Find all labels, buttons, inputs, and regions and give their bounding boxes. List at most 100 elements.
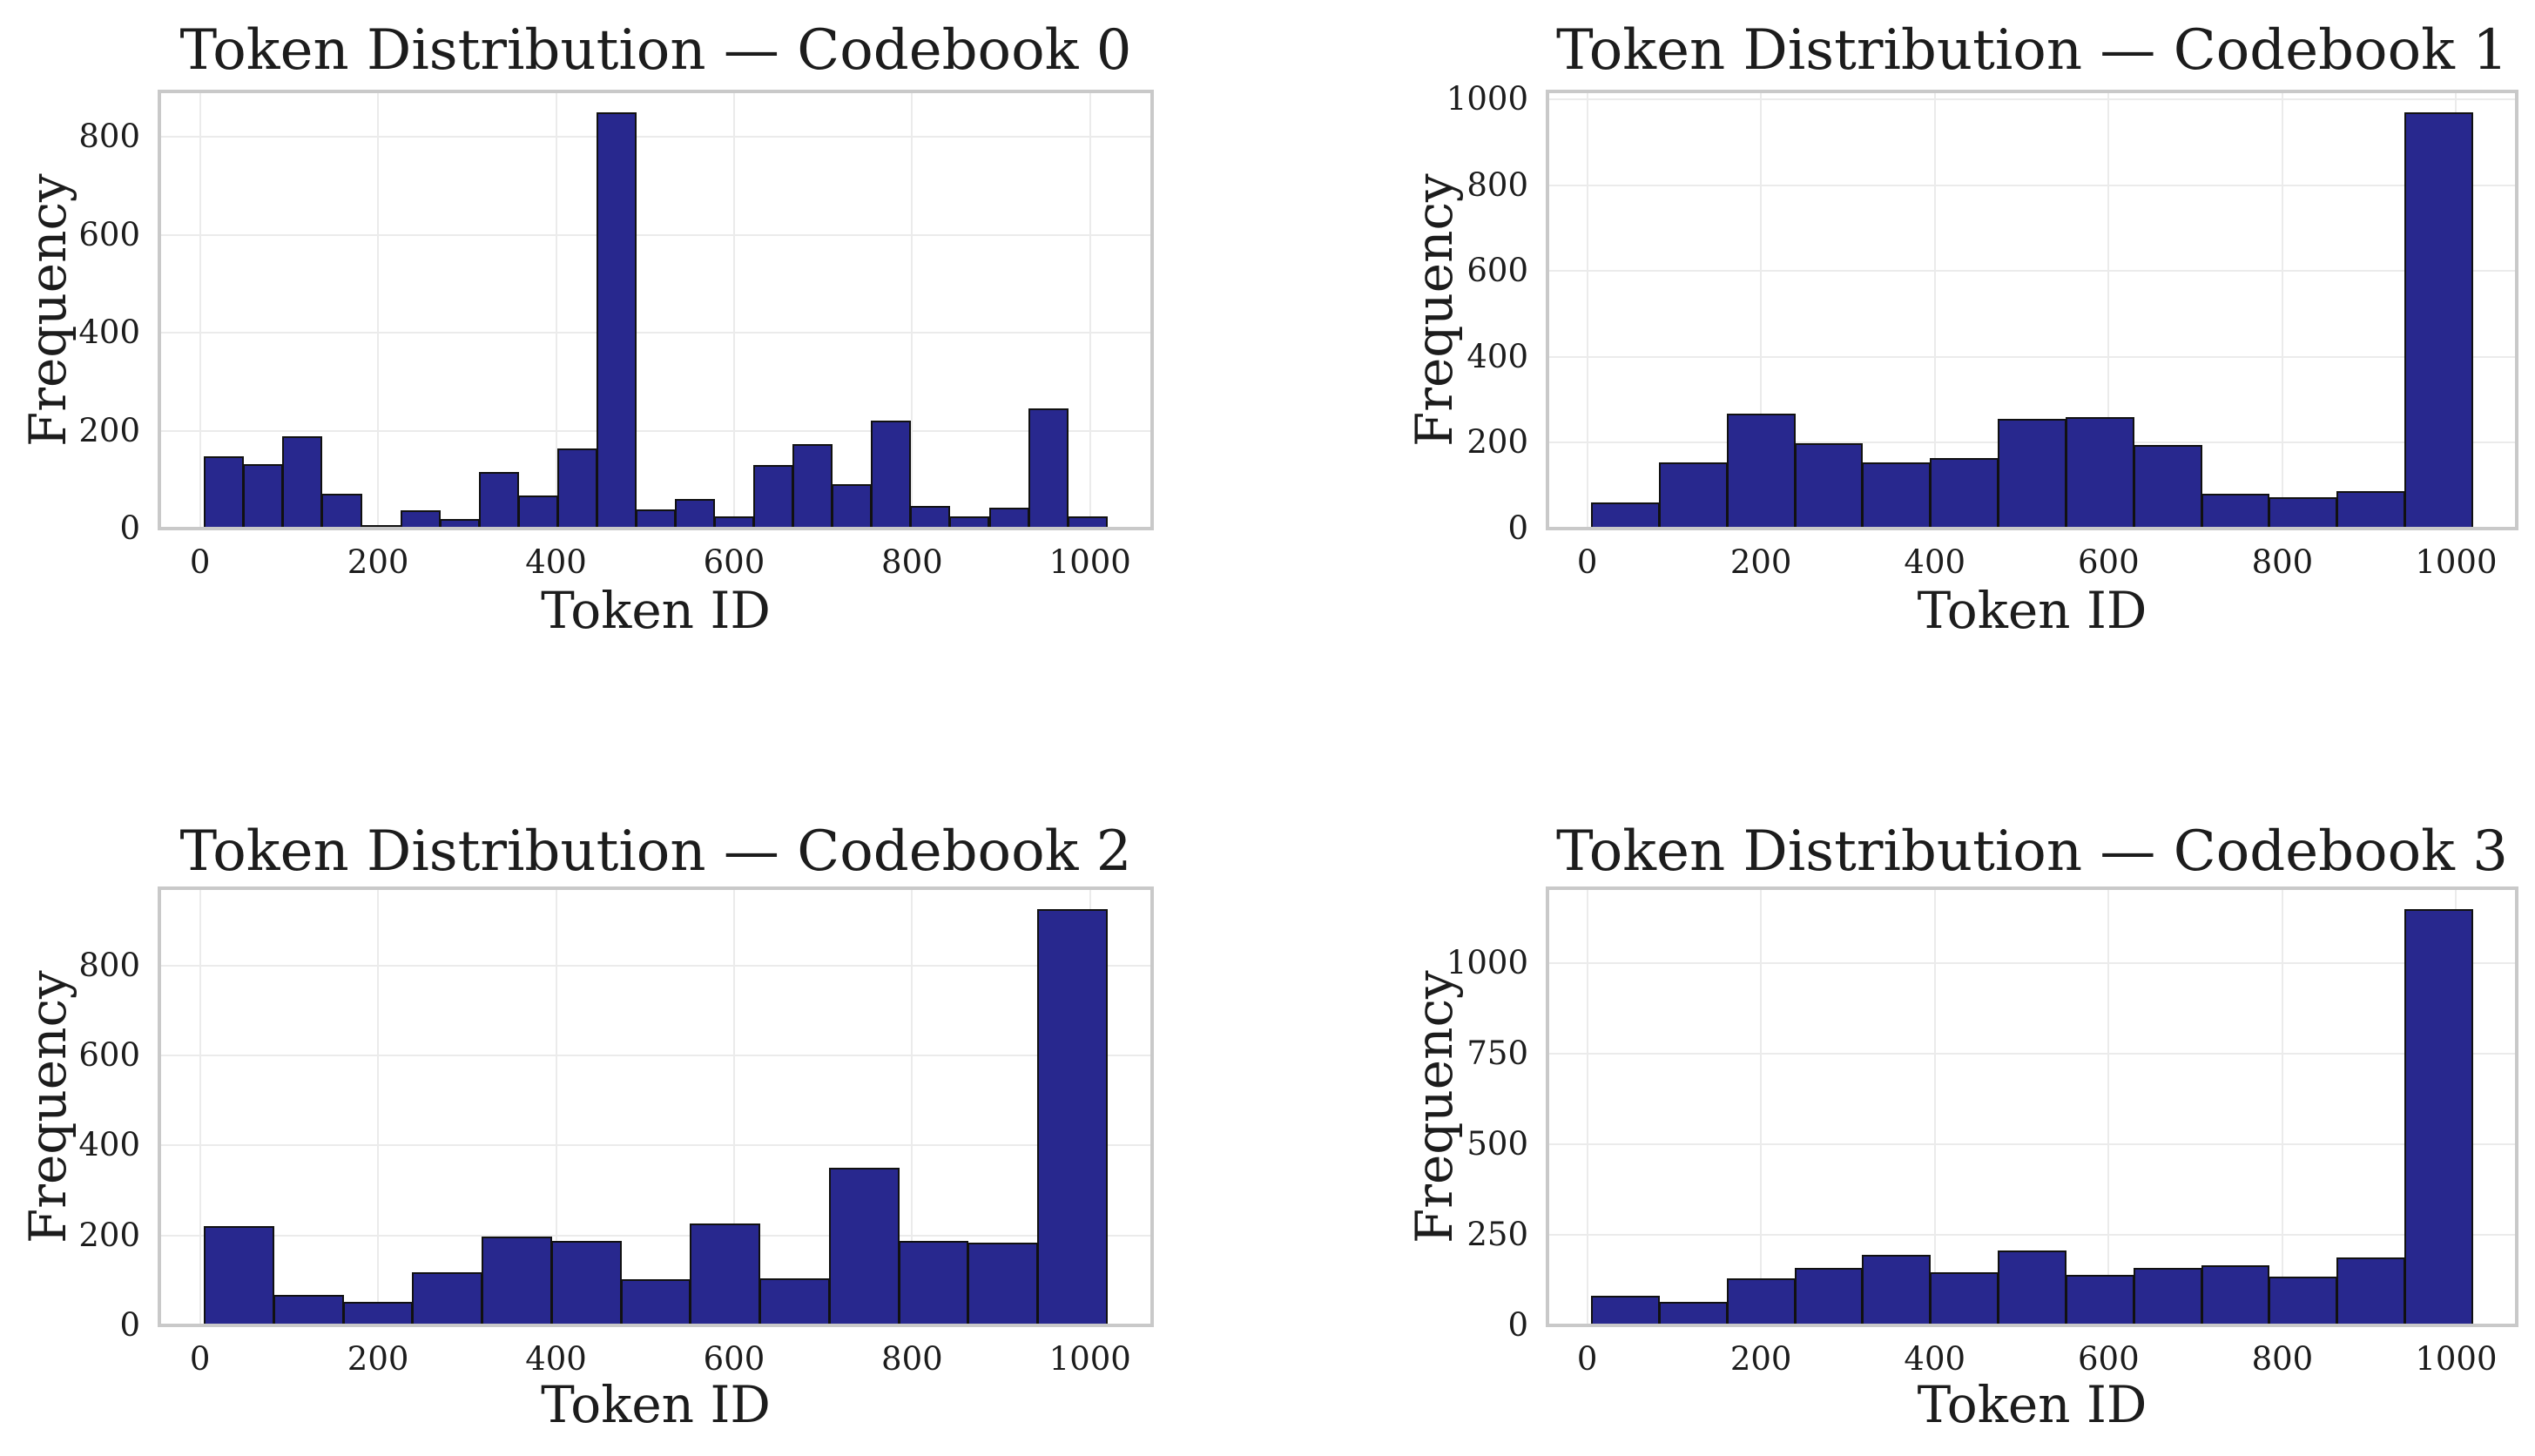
plot-area	[158, 886, 1154, 1327]
histogram-bar	[204, 456, 245, 529]
y-tick-label: 200	[78, 1216, 140, 1254]
histogram-bar	[361, 525, 401, 529]
x-tick-label: 600	[2077, 1340, 2140, 1378]
y-tick-label: 1000	[1446, 80, 1528, 118]
histogram-bar	[1067, 516, 1108, 529]
histogram-bar	[620, 1278, 691, 1325]
histogram-bar	[910, 506, 951, 529]
y-tick-label: 200	[78, 411, 140, 449]
y-tick-label: 250	[1466, 1216, 1528, 1254]
histogram-bar	[517, 495, 558, 529]
histogram-bar	[1726, 414, 1796, 529]
histogram-bar	[2065, 416, 2134, 529]
x-tick-label: 400	[1904, 543, 1966, 581]
histogram-bar	[2404, 908, 2473, 1325]
histogram-bar	[2336, 491, 2406, 529]
y-tick-label: 600	[1466, 252, 1528, 290]
x-gridline	[199, 888, 201, 1325]
histogram-bar	[828, 1168, 900, 1325]
y-tick-label: 200	[1466, 423, 1528, 462]
y-gridline	[1547, 98, 2517, 101]
x-gridline	[2281, 888, 2283, 1325]
x-gridline	[2281, 91, 2283, 529]
histogram-bar	[596, 111, 637, 529]
histogram-bar	[243, 463, 284, 529]
histogram-bar	[1794, 443, 1864, 529]
y-gridline	[1547, 1143, 2517, 1146]
histogram-bar	[1036, 908, 1108, 1325]
x-tick-label: 800	[881, 1340, 943, 1378]
y-gridline	[1547, 270, 2517, 273]
plot-area	[1546, 90, 2518, 530]
y-gridline	[159, 1144, 1152, 1147]
histogram-bar	[832, 484, 873, 529]
chart-title: Token Distribution — Codebook 1	[1556, 18, 2508, 83]
x-axis-label: Token ID	[1917, 581, 2147, 640]
histogram-bar	[439, 519, 480, 529]
x-gridline	[1760, 888, 1763, 1325]
histogram-bar	[1658, 1301, 1728, 1325]
x-tick-label: 200	[1729, 1340, 1792, 1378]
y-tick-label: 1000	[1446, 944, 1528, 982]
y-tick-label: 600	[78, 1035, 140, 1074]
histogram-bar	[2201, 1264, 2270, 1325]
y-axis-label: Frequency	[1405, 173, 1464, 447]
histogram-bar	[1591, 502, 1660, 529]
y-tick-label: 400	[78, 1126, 140, 1164]
x-tick-label: 600	[703, 543, 765, 581]
histogram-bar	[2133, 444, 2202, 529]
histogram-bar	[690, 1223, 761, 1325]
x-gridline	[1586, 888, 1588, 1325]
x-gridline	[911, 91, 914, 529]
x-tick-label: 1000	[2415, 1340, 2498, 1378]
x-gridline	[1933, 888, 1936, 1325]
x-gridline	[377, 888, 380, 1325]
histogram-bar	[1794, 1268, 1864, 1325]
chart-codebook-3: Token Distribution — Codebook 3 Frequenc…	[1268, 728, 2535, 1456]
histogram-bar	[871, 421, 912, 529]
y-tick-label: 0	[119, 509, 140, 547]
x-tick-label: 0	[1576, 1340, 1598, 1378]
x-gridline	[1586, 91, 1588, 529]
chart-codebook-1: Token Distribution — Codebook 1 Frequenc…	[1268, 0, 2535, 728]
histogram-bar	[675, 498, 716, 529]
x-tick-label: 800	[2251, 1340, 2314, 1378]
y-gridline	[1547, 355, 2517, 358]
histogram-bar	[482, 1237, 552, 1325]
y-gridline	[159, 1234, 1152, 1237]
histogram-bar	[273, 1295, 344, 1325]
histogram-bar	[2133, 1268, 2202, 1325]
x-tick-label: 800	[2251, 543, 2314, 581]
histogram-bar	[282, 436, 323, 529]
x-tick-label: 600	[2077, 543, 2140, 581]
x-tick-label: 400	[1904, 1340, 1966, 1378]
x-gridline	[732, 888, 735, 1325]
y-gridline	[159, 429, 1152, 432]
histogram-bar	[1998, 419, 2066, 529]
x-gridline	[2107, 888, 2110, 1325]
y-tick-label: 800	[78, 946, 140, 984]
x-tick-label: 200	[1729, 543, 1792, 581]
chart-title: Token Distribution — Codebook 0	[179, 18, 1132, 83]
histogram-bar	[1930, 458, 1999, 529]
x-gridline	[732, 91, 735, 529]
histogram-bar	[898, 1240, 969, 1325]
histogram-bar	[2404, 111, 2473, 529]
y-gridline	[159, 233, 1152, 236]
histogram-bar	[204, 1225, 275, 1325]
histogram-bar	[1998, 1250, 2066, 1325]
x-tick-label: 600	[703, 1340, 765, 1378]
y-gridline	[159, 1054, 1152, 1056]
y-tick-label: 400	[1466, 337, 1528, 375]
y-tick-label: 800	[1466, 165, 1528, 204]
x-tick-label: 400	[525, 1340, 587, 1378]
histogram-bar	[988, 508, 1029, 529]
histogram-bar	[949, 516, 990, 529]
histogram-bar	[321, 493, 362, 529]
x-tick-label: 1000	[1048, 1340, 1131, 1378]
y-tick-label: 600	[78, 215, 140, 253]
y-gridline	[159, 136, 1152, 138]
y-gridline	[1547, 184, 2517, 186]
x-axis-label: Token ID	[541, 1375, 771, 1434]
histogram-bar	[759, 1278, 830, 1325]
